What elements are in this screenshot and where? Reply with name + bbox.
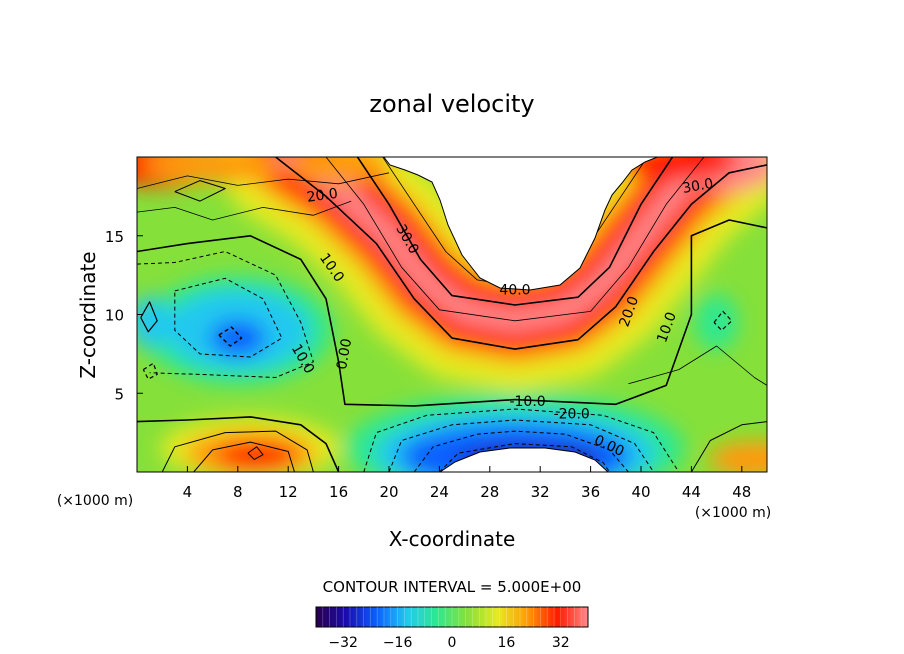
contour-line (140, 301, 158, 333)
y-axis-label: Z-coordinate (76, 251, 100, 378)
colorbar-tick-label: −32 (328, 635, 358, 651)
top-positive-blob (618, 157, 739, 181)
contour-label: 30.0 (681, 176, 714, 197)
contour-line (439, 443, 610, 472)
negative-pool-blob (694, 294, 739, 351)
negative-pool-blob (137, 296, 170, 349)
contour-label: 0.00 (334, 337, 355, 370)
surface-positive-blob (709, 441, 767, 472)
colorbar: −32 −16 0 16 32 (315, 606, 589, 651)
x-tick-label: 44 (682, 483, 701, 501)
top-positive-blob (288, 157, 389, 185)
colorbar-tick-label: 16 (497, 635, 515, 651)
contour-line (247, 446, 264, 460)
colorbar-tick-label: −16 (383, 635, 413, 651)
contour-lines (137, 157, 767, 472)
x-tick-label: 8 (233, 483, 243, 501)
contour-line (690, 421, 767, 472)
contour-line (137, 416, 340, 472)
contour-line (218, 326, 243, 347)
contour-line (363, 408, 680, 472)
contour-line (356, 157, 674, 306)
contour-line (137, 200, 352, 221)
x-axis-label: X-coordinate (389, 527, 516, 551)
x-tick-label: 24 (430, 483, 449, 501)
top-positive-blob (142, 157, 283, 183)
x-tick-label: 4 (183, 483, 193, 501)
contour-label: 40.0 (499, 282, 530, 298)
topography-mask-top (383, 157, 659, 291)
plot-area (137, 157, 767, 472)
contour-line (275, 157, 767, 350)
contour-line (713, 310, 733, 331)
x-tick-label: 20 (379, 483, 398, 501)
x-tick-label: 40 (631, 483, 650, 501)
contour-label: -10.0 (509, 394, 545, 410)
y-tick-label: 10 (105, 307, 124, 325)
contour-line (388, 419, 655, 472)
chart-title: zonal velocity (369, 90, 534, 118)
x-unit-left: (×1000 m) (57, 493, 133, 509)
colorbar-gradient (315, 606, 589, 628)
x-tick-label: 36 (581, 483, 600, 501)
x-axis-ticks: 4 8 12 16 20 24 28 32 36 40 44 48 (183, 466, 751, 501)
contour-line (628, 345, 767, 386)
contour-line (137, 172, 390, 189)
contour-line (137, 219, 767, 407)
x-tick-label: 48 (732, 483, 751, 501)
x-tick-label: 32 (531, 483, 550, 501)
x-tick-label: 16 (329, 483, 348, 501)
topography-mask-bottom (439, 447, 609, 472)
colorbar-ticks: −32 −16 0 16 32 (328, 635, 569, 651)
y-tick-label: 15 (105, 228, 124, 246)
contour-line (193, 441, 295, 472)
colorbar-stripes (322, 607, 582, 627)
surface-positive-blob (216, 442, 297, 471)
contour-line (174, 277, 283, 358)
colorbar-tick-label: 32 (552, 635, 570, 651)
contour-label: -20.0 (554, 407, 590, 423)
contour-line (137, 251, 314, 378)
x-unit-right: (×1000 m) (695, 505, 771, 521)
contour-line (413, 430, 629, 472)
contour-label: 20.0 (306, 186, 339, 206)
contour-line (142, 362, 158, 380)
y-axis-ticks: 5 10 15 (105, 228, 143, 403)
contour-line (161, 430, 314, 472)
x-tick-label: 12 (279, 483, 298, 501)
x-tick-label: 28 (480, 483, 499, 501)
colorbar-tick-label: 0 (448, 635, 457, 651)
contour-interval: CONTOUR INTERVAL = 5.000E+00 (323, 578, 582, 596)
negative-pool-blob (209, 320, 266, 357)
y-tick-label: 5 (114, 385, 124, 403)
contour-line (325, 157, 705, 322)
contour-line (174, 180, 226, 202)
